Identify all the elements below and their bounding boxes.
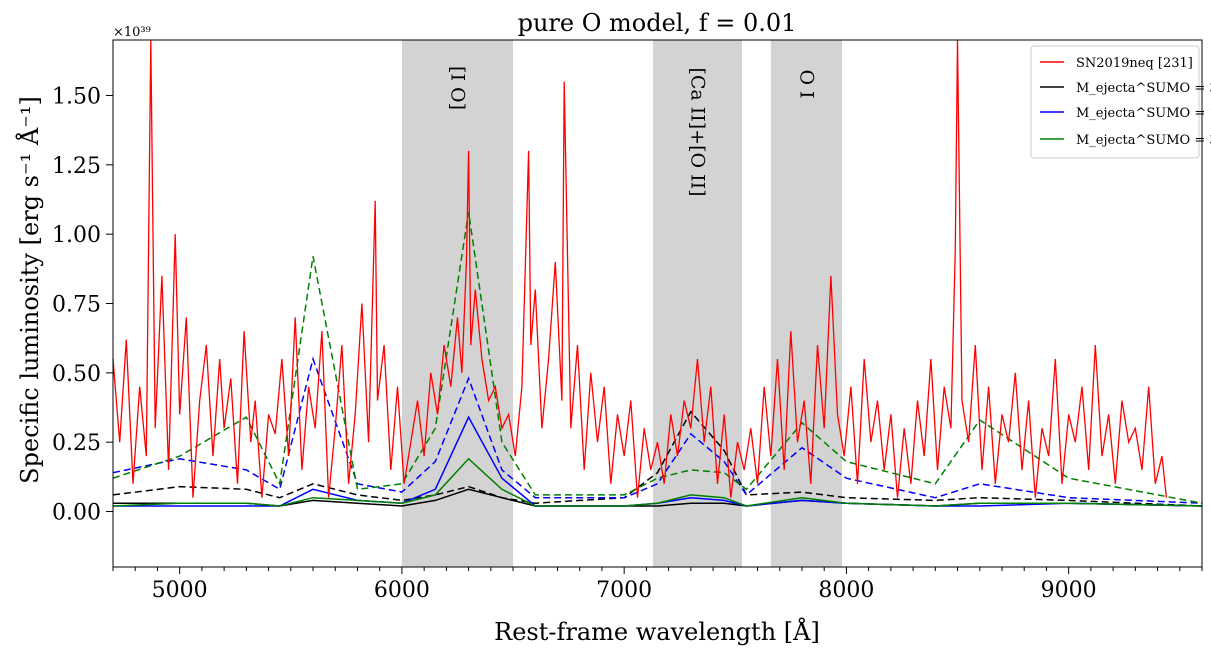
y-scale-multiplier: ×10³⁹ — [113, 25, 151, 40]
legend: SN2019neq [231] M_ejecta^SUMO = 3 M_ejec… — [1030, 45, 1211, 159]
series-line — [112, 457, 1203, 507]
legend-label-m3: M_ejecta^SUMO = 3 — [1076, 81, 1211, 96]
x-tick-label: 8000 — [818, 578, 874, 603]
series-line — [112, 39, 1168, 498]
x-axis-label: Rest-frame wavelength [Å] — [494, 617, 820, 646]
x-tick-label: 5000 — [152, 578, 208, 603]
y-tick-label: 1.00 — [52, 223, 101, 248]
y-tick-label: 0.25 — [52, 431, 101, 456]
series-line — [112, 410, 1203, 507]
chart-title: pure O model, f = 0.01 — [518, 9, 797, 37]
y-tick-label: 0.75 — [52, 293, 101, 318]
shaded-region-label: [Ca II]+[O II] — [687, 67, 709, 196]
y-tick-label: 1.50 — [52, 84, 101, 109]
shaded-region — [653, 40, 742, 567]
legend-label-m30: M_ejecta^SUMO = 30 — [1076, 133, 1211, 148]
shaded-region-label: O I — [795, 69, 817, 98]
x-tick-label: 7000 — [596, 578, 652, 603]
x-tick-label: 6000 — [374, 578, 430, 603]
y-axis-label: Specific luminosity [erg s⁻¹ Å⁻¹] — [15, 96, 44, 484]
series-line — [112, 211, 1203, 504]
axis-ticks: 5000 6000 7000 8000 9000 0.00 0.25 0.50 0.75 1.00… — [52, 84, 1203, 603]
x-tick-label: 9000 — [1041, 578, 1097, 603]
shaded-region — [770, 40, 842, 567]
y-tick-label: 1.25 — [52, 154, 101, 179]
series-layer — [112, 39, 1203, 507]
y-tick-label: 0.50 — [52, 362, 101, 387]
legend-box — [1030, 45, 1200, 159]
y-tick-label: 0.00 — [52, 501, 101, 526]
series-line — [112, 356, 1203, 504]
legend-label-observed: SN2019neq [231] — [1076, 56, 1193, 71]
shaded-region — [401, 40, 514, 567]
shaded-region-label: [I O] — [446, 66, 468, 110]
legend-label-m10: M_ejecta^SUMO = 10 — [1076, 106, 1211, 121]
shaded-regions: [I O] [Ca II]+[O II] O I — [401, 40, 842, 567]
